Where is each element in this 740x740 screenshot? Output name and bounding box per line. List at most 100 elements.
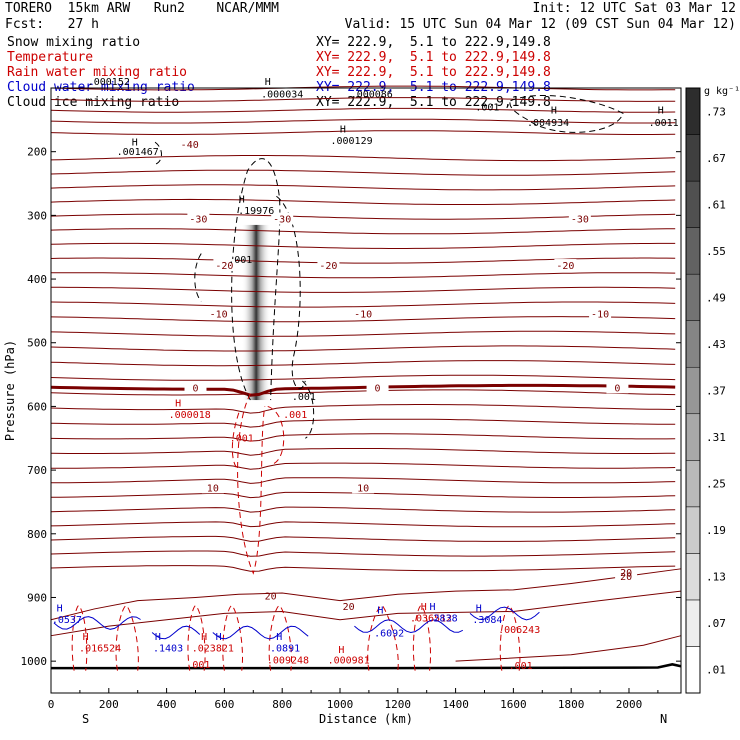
contour-annotation: .6092 xyxy=(374,628,404,639)
contour-annotation: H xyxy=(658,105,664,116)
isotherm-label: -30 xyxy=(189,215,207,226)
colorbar-swatch xyxy=(685,227,701,275)
isotherm-label: -10 xyxy=(354,309,372,320)
cloud-ice-contour xyxy=(231,158,281,401)
isotherm-label-bg xyxy=(352,307,375,320)
rain-water-contour xyxy=(267,405,285,465)
isotherm-line xyxy=(50,565,676,572)
contour-annotation: H xyxy=(216,632,222,643)
zero-isotherm xyxy=(50,383,676,397)
colorbar-tick-label: .01 xyxy=(706,664,726,677)
isotherm-line xyxy=(50,360,676,367)
isotherm-label: 10 xyxy=(357,483,369,494)
contour-annotation: 20 xyxy=(620,568,632,579)
contour-annotation: H xyxy=(429,602,435,613)
contour-annotation: H xyxy=(83,632,89,643)
isotherm-label-bg xyxy=(184,381,207,394)
isotherm-line xyxy=(50,228,676,235)
isotherm-line xyxy=(50,184,676,191)
isotherm-line xyxy=(51,462,676,470)
isotherm-label: -20 xyxy=(319,261,337,272)
rain-water-contour xyxy=(71,605,88,671)
isotherm-label-bg xyxy=(589,307,612,320)
isotherm-line xyxy=(50,345,676,352)
cloud-water-contour xyxy=(212,625,309,640)
isotherm-label: -10 xyxy=(591,309,609,320)
legend-label: Snow mixing ratio xyxy=(7,35,141,50)
colorbar-tick-label: .25 xyxy=(706,478,726,491)
legend-label: Temperature xyxy=(7,50,94,65)
colorbar-swatch xyxy=(685,599,701,647)
isotherm-label: -30 xyxy=(571,215,589,226)
isotherm-line xyxy=(50,257,676,264)
contour-annotation: H xyxy=(551,105,557,116)
contour-annotation: .001467 xyxy=(117,147,159,158)
rain-water-contour xyxy=(237,393,266,575)
colorbar-swatch xyxy=(685,366,701,415)
contour-annotation: .001 xyxy=(292,392,316,403)
colorbar-unit: g kg⁻¹ xyxy=(704,86,740,97)
init-time: Init: 12 UTC Sat 03 Mar 12 xyxy=(532,1,737,16)
colorbar-swatch xyxy=(685,320,701,368)
y-tick-label: 800 xyxy=(27,528,47,541)
colorbar-swatch xyxy=(685,87,701,135)
rain-water-contour xyxy=(268,605,292,671)
colorbar-swatch xyxy=(685,460,701,508)
snow-shading xyxy=(241,224,271,401)
contour-annotation: H xyxy=(340,125,346,136)
contour-annotation: .000152 xyxy=(88,77,130,88)
isotherm-line xyxy=(50,316,676,323)
isotherm-label-bg xyxy=(366,381,389,394)
colorbar-swatch xyxy=(685,180,701,228)
colorbar-tick-label: .37 xyxy=(706,385,726,398)
isotherm-label-bg xyxy=(271,212,294,225)
y-tick-label: 200 xyxy=(27,146,47,159)
y-tick-label: 900 xyxy=(27,591,47,604)
y-tick-label: 600 xyxy=(27,400,47,413)
isotherm-line xyxy=(50,568,682,621)
colorbar-tick-label: .49 xyxy=(706,291,726,304)
forecast-hour: Fcst: 27 h xyxy=(5,17,99,32)
isotherm-line xyxy=(51,477,676,484)
x-tick-label: 1600 xyxy=(500,698,527,711)
north-label: N xyxy=(660,712,667,726)
isotherm-label: -30 xyxy=(273,215,291,226)
isotherm-line xyxy=(50,130,676,135)
rain-water-contour xyxy=(115,605,139,671)
isotherm-line xyxy=(50,389,676,396)
x-tick-label: 600 xyxy=(214,698,234,711)
cloud-ice-contour xyxy=(509,94,624,133)
colorbar-tick-label: .19 xyxy=(706,524,726,537)
colorbar-tick-label: .55 xyxy=(706,245,726,258)
isotherm-line xyxy=(50,107,676,113)
plot-frame xyxy=(50,87,682,694)
contour-annotation: .001 xyxy=(509,661,533,672)
isotherm-label: 0 xyxy=(614,383,620,394)
isotherm-line xyxy=(50,242,676,249)
contour-annotation: H xyxy=(155,632,161,643)
contour-annotation: .001 xyxy=(283,410,307,421)
colorbar-swatch xyxy=(685,553,701,601)
isotherm-label: 0 xyxy=(192,383,198,394)
legend-xy: XY= 222.9, 5.1 to 222.9,149.8 xyxy=(316,35,551,50)
rain-water-contour xyxy=(412,605,431,671)
x-tick-label: 1800 xyxy=(558,698,585,711)
contour-annotation: .006243 xyxy=(498,625,540,636)
contour-annotation: .000086 xyxy=(351,90,393,101)
y-tick-label: 300 xyxy=(27,209,47,222)
x-tick-label: 200 xyxy=(99,698,119,711)
contour-annotation: H xyxy=(175,398,181,409)
isotherm-line xyxy=(50,374,676,381)
isotherm-line xyxy=(50,448,676,456)
isotherm-line xyxy=(50,506,676,513)
colorbar-tick-label: .13 xyxy=(706,571,726,584)
isotherm-label: -20 xyxy=(215,261,233,272)
contour-annotation: .000981 xyxy=(328,656,370,667)
contour-annotation: 20 xyxy=(343,602,355,613)
x-tick-label: 800 xyxy=(272,698,292,711)
contour-annotation: .0537 xyxy=(52,615,82,626)
colorbar-tick-label: .07 xyxy=(706,617,726,630)
contour-annotation: H xyxy=(476,603,482,614)
contour-annotation: .009248 xyxy=(267,656,309,667)
isotherm-label-bg xyxy=(615,569,638,582)
